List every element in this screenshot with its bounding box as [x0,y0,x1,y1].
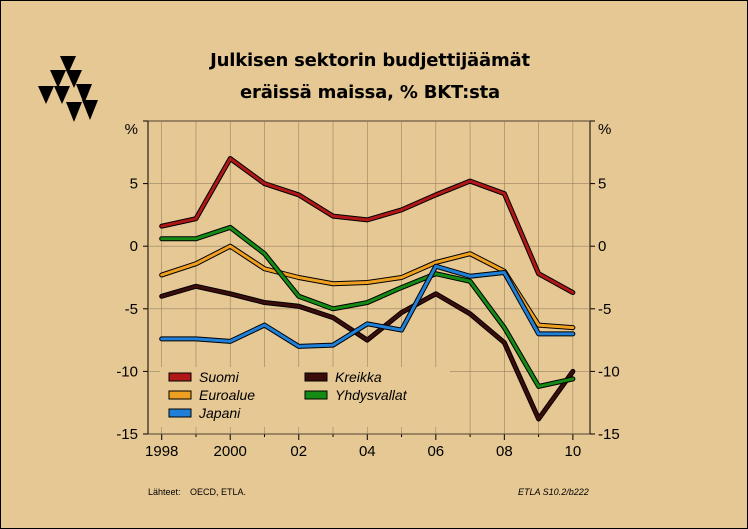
x-tick-label: 10 [565,443,582,460]
series-line-yhdysvallat [160,225,575,388]
x-tick-label: 1998 [145,443,178,460]
y-tick-label-right: -15 [598,426,620,443]
series-line-kreikka [160,284,575,421]
y-tick-label-right: -10 [598,363,620,380]
series-line-suomi [160,157,575,295]
y-tick-label-right: 5 [598,176,606,193]
chart-title-line-1: Julkisen sektorin budjettijäämät [210,50,530,71]
legend-swatch-suomi [168,372,192,382]
x-tick-label: 04 [359,443,376,460]
y-tick-label-left: 0 [130,238,138,255]
legend-swatch-euroalue [168,390,192,400]
y-tick-label-left: -5 [125,301,138,318]
legend-label-suomi: Suomi [199,369,240,385]
y-tick-label-left: -15 [116,426,138,443]
y-tick-label-left: -10 [116,363,138,380]
legend-swatch-kreikka [304,372,328,382]
y-tick-label-right: 0 [598,238,606,255]
series-line-japani [160,264,575,348]
x-tick-label: 08 [496,443,513,460]
legend-swatch-yhdysvallat [304,390,328,400]
y-tick-label-left: 5 [130,176,138,193]
y-unit-label-right: % [598,121,611,138]
y-unit-label-left: % [125,121,138,138]
legend-label-kreikka: Kreikka [335,369,382,385]
source-text: OECD, ETLA. [190,487,247,497]
figure-code: ETLA S10.2/b222 [518,487,589,497]
source-label: Lähteet: [148,487,181,497]
x-tick-label: 2000 [214,443,247,460]
legend-label-yhdysvallat: Yhdysvallat [335,387,408,403]
x-tick-label: 06 [427,443,444,460]
legend-label-euroalue: Euroalue [199,387,255,403]
legend-label-japani: Japani [198,405,241,421]
legend-swatch-japani [168,408,192,418]
x-tick-label: 02 [290,443,307,460]
chart-title-line-2: eräissä maissa, % BKT:sta [240,82,500,103]
y-tick-label-right: -5 [598,301,611,318]
etla-logo-icon [38,56,98,122]
